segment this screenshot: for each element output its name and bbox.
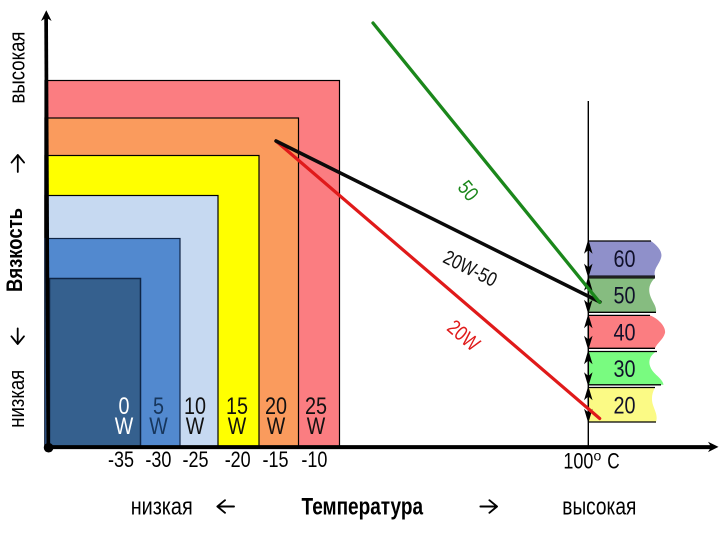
svg-text:0: 0 — [119, 393, 130, 420]
svg-text:20: 20 — [265, 393, 287, 420]
svg-text:W: W — [115, 413, 134, 440]
svg-text:низкая: низкая — [131, 493, 193, 520]
svg-text:W: W — [267, 413, 286, 440]
svg-text:50: 50 — [614, 283, 636, 310]
svg-text:-30: -30 — [145, 447, 171, 472]
svg-text:-20: -20 — [225, 447, 251, 472]
svg-text:100: 100 — [563, 449, 593, 474]
svg-text:40: 40 — [614, 320, 636, 347]
svg-text:W: W — [186, 413, 205, 440]
svg-text:10: 10 — [184, 393, 206, 420]
svg-text:Температура: Температура — [302, 493, 424, 520]
svg-text:C: C — [607, 449, 619, 474]
svg-text:25: 25 — [305, 393, 327, 420]
svg-text:20: 20 — [614, 392, 636, 419]
svg-text:Вязкость: Вязкость — [2, 208, 27, 292]
svg-text:-15: -15 — [263, 447, 289, 472]
svg-text:30: 30 — [614, 356, 636, 383]
svg-text:20W-50: 20W-50 — [440, 247, 501, 292]
svg-text:-35: -35 — [108, 447, 134, 472]
svg-text:низкая: низкая — [4, 370, 29, 428]
svg-text:15: 15 — [226, 393, 248, 420]
svg-text:W: W — [307, 413, 326, 440]
svg-text:o: o — [594, 448, 602, 464]
svg-text:-25: -25 — [183, 447, 209, 472]
svg-text:W: W — [149, 413, 168, 440]
svg-text:50: 50 — [453, 176, 483, 205]
svg-text:-10: -10 — [301, 447, 327, 472]
svg-text:высокая: высокая — [562, 493, 636, 520]
svg-text:W: W — [228, 413, 247, 440]
svg-text:60: 60 — [614, 246, 636, 273]
svg-text:5: 5 — [153, 393, 164, 420]
svg-text:20W: 20W — [442, 316, 484, 356]
svg-text:высокая: высокая — [5, 32, 30, 104]
